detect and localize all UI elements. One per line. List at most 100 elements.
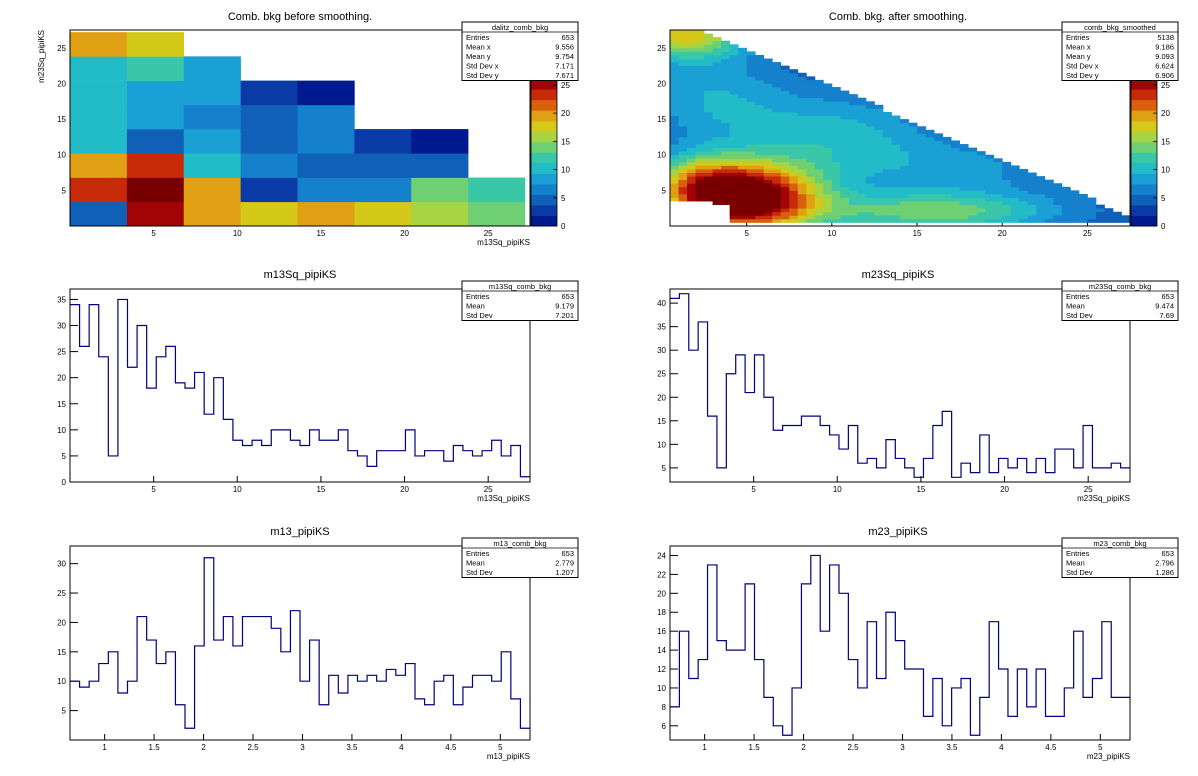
heatmap-cell: [747, 201, 756, 205]
heatmap-cell: [764, 108, 773, 112]
heatmap-cell: [679, 197, 688, 201]
heatmap-cell: [755, 73, 764, 77]
heatmap-cell: [747, 66, 756, 70]
heatmap-cell: [764, 101, 773, 105]
heatmap-cell: [815, 119, 824, 123]
heatmap-cell: [354, 202, 411, 227]
heatmap-cell: [1036, 205, 1045, 209]
heatmap-cell: [909, 155, 918, 159]
heatmap-cell: [832, 194, 841, 198]
heatmap-cell: [789, 190, 798, 194]
heatmap-cell: [900, 158, 909, 162]
heatmap-cell: [1087, 212, 1096, 216]
color-bar-segment: [531, 110, 557, 121]
heatmap-cell: [704, 183, 713, 187]
heatmap-cell: [772, 212, 781, 216]
heatmap-cell: [943, 201, 952, 205]
heatmap-cell: [1019, 190, 1028, 194]
heatmap-cell: [968, 169, 977, 173]
heatmap-cell: [781, 108, 790, 112]
y-tick-label: 15: [57, 400, 66, 409]
heatmap-cell: [789, 126, 798, 130]
heatmap-cell: [1053, 197, 1062, 201]
heatmap-cell: [883, 148, 892, 152]
heatmap-cell: [1079, 208, 1088, 212]
heatmap-cell: [857, 123, 866, 127]
heatmap-cell: [679, 101, 688, 105]
heatmap-cell: [764, 137, 773, 141]
heatmap-cell: [764, 197, 773, 201]
heatmap-cell: [721, 137, 730, 141]
heatmap-cell: [977, 151, 986, 155]
heatmap-cell: [670, 98, 679, 102]
heatmap-cell: [730, 105, 739, 109]
heatmap-cell: [730, 180, 739, 184]
heatmap-cell: [832, 197, 841, 201]
heatmap-cell: [994, 173, 1003, 177]
heatmap-cell: [806, 162, 815, 166]
heatmap-cell: [943, 173, 952, 177]
heatmap-cell: [960, 212, 969, 216]
heatmap-cell: [70, 129, 127, 154]
heatmap-cell: [781, 83, 790, 87]
heatmap-cell: [951, 190, 960, 194]
heatmap-cell: [968, 176, 977, 180]
heatmap-cell: [696, 62, 705, 66]
heatmap-cell: [738, 162, 747, 166]
heatmap-cell: [857, 130, 866, 134]
heatmap-cell: [713, 44, 722, 48]
heatmap-cell: [730, 94, 739, 98]
heatmap-cell: [755, 183, 764, 187]
heatmap-cell: [738, 158, 747, 162]
heatmap-cell: [679, 162, 688, 166]
heatmap-cell: [789, 140, 798, 144]
heatmap-cell: [781, 76, 790, 80]
heatmap-cell: [857, 205, 866, 209]
stats-value: 1.286: [1155, 568, 1174, 577]
heatmap-cell: [926, 205, 935, 209]
heatmap-cell: [713, 119, 722, 123]
heatmap-cell: [1062, 219, 1071, 223]
heatmap-cell: [900, 194, 909, 198]
heatmap-cell: [891, 151, 900, 155]
heatmap-cell: [866, 148, 875, 152]
heatmap-cell: [781, 80, 790, 84]
heatmap-cell: [764, 116, 773, 120]
heatmap-cell: [1104, 212, 1113, 216]
heatmap-cell: [679, 59, 688, 63]
heatmap-cell: [772, 162, 781, 166]
heatmap-cell: [704, 62, 713, 66]
heatmap-cell: [755, 140, 764, 144]
heatmap-cell: [730, 205, 739, 209]
heatmap-cell: [857, 194, 866, 198]
y-tick-label: 30: [57, 322, 66, 331]
heatmap-cell: [823, 151, 832, 155]
heatmap-cell: [738, 155, 747, 159]
heatmap-cell: [184, 153, 241, 178]
heatmap-cell: [968, 208, 977, 212]
heatmap-cell: [874, 180, 883, 184]
x-tick-label: 5: [744, 229, 749, 238]
heatmap-cell: [968, 215, 977, 219]
heatmap-cell: [1011, 212, 1020, 216]
heatmap-cell: [823, 197, 832, 201]
heatmap-cell: [241, 153, 298, 178]
heatmap-cell: [789, 208, 798, 212]
heatmap-cell: [832, 173, 841, 177]
heatmap-cell: [1028, 176, 1037, 180]
heatmap-cell: [696, 98, 705, 102]
heatmap-cell: [857, 201, 866, 205]
heatmap-cell: [832, 201, 841, 205]
color-bar-segment: [531, 194, 557, 205]
heatmap-cell: [951, 219, 960, 223]
heatmap-cell: [789, 119, 798, 123]
heatmap-cell: [926, 219, 935, 223]
heatmap-cell: [781, 176, 790, 180]
heatmap-cell: [968, 148, 977, 152]
heatmap-cell: [1002, 190, 1011, 194]
heatmap-cell: [806, 108, 815, 112]
heatmap-cell: [857, 190, 866, 194]
heatmap-cell: [696, 165, 705, 169]
heatmap-cell: [755, 162, 764, 166]
